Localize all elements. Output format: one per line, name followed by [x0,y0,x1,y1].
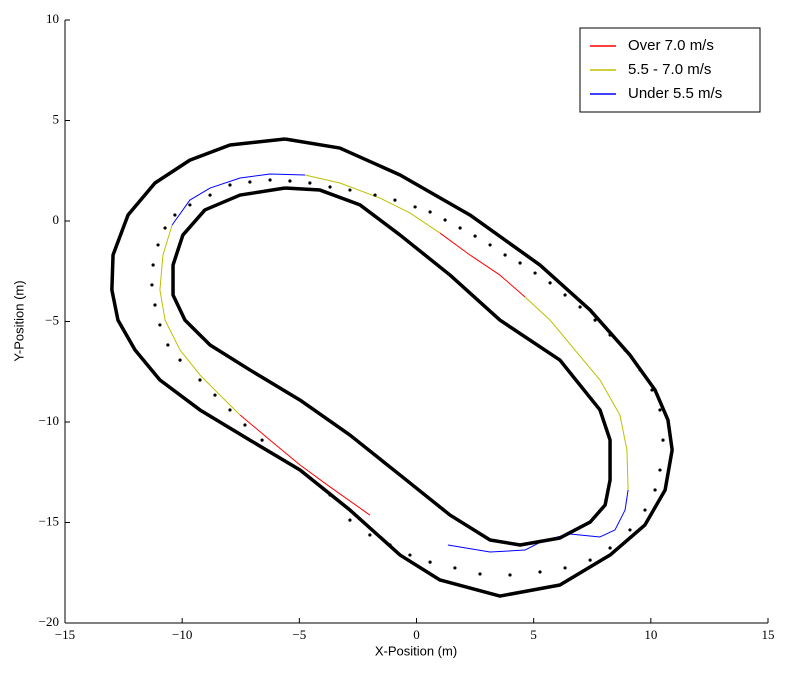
point [458,226,462,230]
point [658,468,662,472]
point [658,408,662,412]
legend-label: Under 5.5 m/s [628,85,722,102]
point [623,348,627,352]
point [393,198,397,202]
point [166,343,170,347]
legend-box [579,27,761,113]
point [453,566,457,570]
point [650,388,654,392]
point [163,226,167,230]
legend-label: 5.5 - 7.0 m/s [628,61,711,78]
point [563,293,567,297]
point [228,408,232,412]
point [563,566,567,570]
x-axis-label: X-Position (m) [375,643,457,658]
point [373,193,377,197]
point [153,303,157,307]
point [268,178,272,182]
point [428,210,432,214]
point [653,488,657,492]
point [198,378,202,382]
point [488,243,492,247]
point [413,205,417,209]
point [348,188,352,192]
point [638,368,642,372]
x-tick-label: −15 [55,627,75,642]
point [328,493,332,497]
series-line [110,137,674,598]
point [178,358,182,362]
point [208,193,212,197]
point [188,203,192,207]
point [228,183,232,187]
point [578,305,582,309]
point [443,218,447,222]
point [248,180,252,184]
series-line [239,232,526,516]
point [473,234,477,238]
point [288,179,292,183]
y-tick-label: −5 [45,312,59,327]
point [538,570,542,574]
series-line [171,186,612,547]
y-axis-label: Y-Position (m) [11,280,26,361]
point [156,243,160,247]
point [260,438,264,442]
point [368,533,372,537]
point [150,283,154,287]
legend-label: Over 7.0 m/s [628,37,714,54]
y-tick-label: −20 [39,614,59,629]
x-tick-label: −10 [172,627,192,642]
x-tick-label: 0 [413,627,420,642]
point [158,323,162,327]
point [388,543,392,547]
point [533,271,537,275]
point [628,528,632,532]
point [643,508,647,512]
point [508,573,512,577]
series-line [159,174,629,490]
point [593,318,597,322]
x-tick-label: 10 [644,627,657,642]
y-tick-label: −15 [39,513,59,528]
x-tick-label: 5 [530,627,537,642]
point [243,423,247,427]
point [608,333,612,337]
point [308,181,312,185]
point [608,546,612,550]
point [503,253,507,257]
point [408,553,412,557]
point [213,393,217,397]
y-tick-label: 5 [53,111,60,126]
point [151,263,155,267]
point [478,572,482,576]
point [548,281,552,285]
x-tick-label: −5 [292,627,306,642]
point [661,438,665,442]
y-tick-label: −10 [39,413,59,428]
y-tick-label: 10 [46,11,59,26]
legend: Over 7.0 m/s 5.5 - 7.0 m/s Under 5.5 m/s [579,27,761,113]
point [518,261,522,265]
point [328,185,332,189]
point [348,518,352,522]
y-tick-label: 0 [53,212,60,227]
point [588,558,592,562]
x-tick-label: 15 [762,627,775,642]
point [173,213,177,217]
point [428,560,432,564]
